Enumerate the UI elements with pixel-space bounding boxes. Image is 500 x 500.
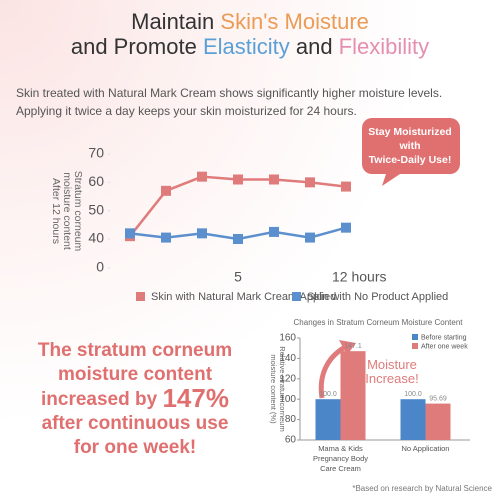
y-tick-label: 40: [88, 230, 104, 246]
claim-line: after continuous use: [42, 413, 229, 434]
y-tick-label: 60: [88, 173, 104, 189]
point: [305, 177, 315, 188]
y-axis-label: moisture content: [61, 172, 73, 250]
point: [197, 171, 207, 182]
legend-swatch: [412, 343, 418, 349]
title-part: Elasticity: [203, 34, 290, 59]
value-label: 100.0: [319, 391, 337, 398]
intro: Skin treated with Natural Mark Cream sho…: [16, 86, 443, 118]
claim-line: increased by 147%: [41, 383, 229, 413]
y-axis-label: moisture content (%): [269, 354, 278, 424]
y-tick-label: 70: [88, 145, 104, 161]
point: [161, 185, 171, 196]
y-tick-label: 100: [279, 394, 296, 405]
y-tick-label: 50: [88, 201, 104, 217]
point: [269, 174, 279, 185]
legend-label: Before starting: [421, 334, 467, 341]
x-tick-label: 5: [234, 269, 242, 285]
point: [233, 174, 243, 185]
legend-label: After one week: [421, 343, 468, 350]
claim-line: moisture content: [58, 364, 213, 385]
bar: [425, 403, 451, 440]
point: [269, 226, 279, 237]
point: [161, 232, 171, 243]
y-tick-label: 160: [279, 333, 296, 344]
title-part: and Promote: [71, 34, 203, 59]
claim-line: for one week!: [74, 437, 196, 458]
legend-swatch: [136, 292, 145, 301]
claim-part: 147%: [162, 383, 229, 413]
y-tick-label: 120: [279, 373, 296, 384]
bar: [400, 399, 426, 440]
value-label: 95.69: [429, 395, 447, 402]
point: [125, 228, 135, 239]
arrow: [318, 343, 349, 399]
value-label: 147.1: [344, 343, 362, 350]
annotation: Moisture Increase!: [365, 357, 419, 386]
x-tick-label: No Application: [401, 444, 450, 453]
y-tick-label: 0: [96, 259, 104, 275]
title-line: and Promote Elasticity and Flexibility: [71, 34, 429, 59]
title-line: Maintain Skin's Moisture: [131, 9, 369, 34]
title-part: and: [290, 34, 339, 59]
point: [341, 222, 351, 233]
legend-label: Skin with No Product Applied: [307, 291, 448, 303]
value-label: 100.0: [404, 391, 422, 398]
y-tick-label: 60: [285, 435, 297, 446]
legend-swatch: [292, 292, 301, 301]
x-tick-label: 12 hours: [332, 269, 386, 285]
y-axis-label: Relative stratum corneum: [278, 346, 287, 431]
point: [341, 181, 351, 192]
badge-bubble: [362, 118, 460, 186]
claim: The stratum corneum moisture content inc…: [38, 340, 232, 458]
arrow-head: [339, 340, 356, 355]
claim-part: increased by: [41, 389, 162, 410]
x-tick-label: Mama & Kids Pregnancy Body Care Cream: [312, 444, 369, 473]
claim-line: The stratum corneum: [38, 340, 232, 361]
legend-label: Skin with Natural Mark Cream Applied: [151, 291, 336, 303]
legend-swatch: [412, 334, 418, 340]
title-part: Maintain: [131, 9, 220, 34]
bar: [315, 399, 341, 440]
chart-title: Changes in Stratum Corneum Moisture Cont…: [294, 318, 464, 327]
point: [233, 234, 243, 244]
title-part: Flexibility: [339, 34, 429, 59]
badge-text: Stay Moisturized with Twice-Daily Use!: [368, 126, 452, 166]
y-tick-label: 140: [279, 353, 296, 364]
point: [305, 232, 315, 243]
title-part: Skin's Moisture: [220, 9, 368, 34]
y-tick-label: 80: [285, 414, 297, 425]
footnote: *Based on research by Natural Science: [352, 484, 492, 493]
y-axis-label: Stratum corneum: [72, 171, 84, 252]
bar: [340, 351, 366, 440]
y-axis-label: After 12 hours: [50, 178, 62, 244]
point: [197, 228, 207, 239]
